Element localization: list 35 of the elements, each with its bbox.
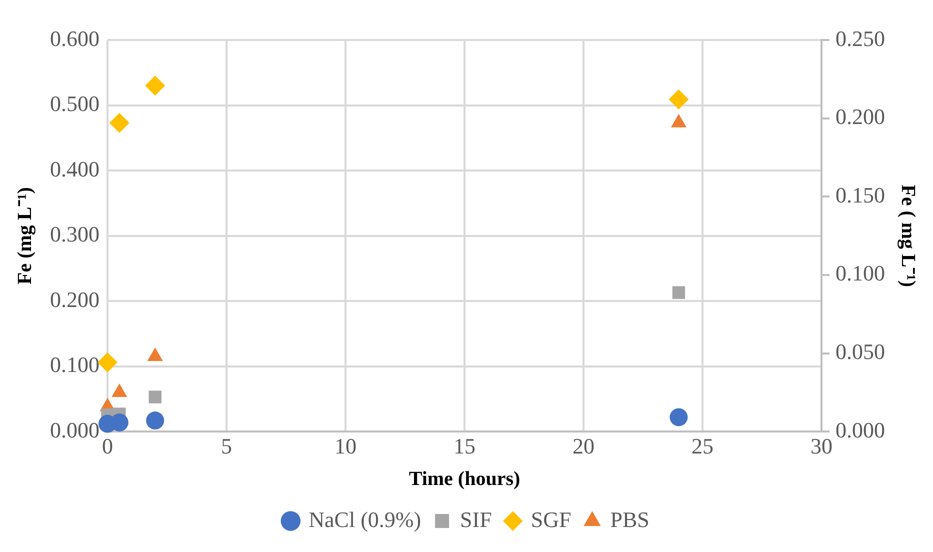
y-tick-label: 0.100 [50, 352, 100, 378]
x-axis-title: Time (hours) [408, 468, 520, 490]
point [668, 89, 689, 110]
x-tick-label: 0 [102, 434, 113, 459]
y2-tick-label: 0.250 [836, 26, 885, 51]
y2-tick-label: 0.050 [836, 339, 885, 364]
x-tick-label: 5 [221, 434, 232, 459]
x-tick-label: 10 [334, 434, 356, 459]
y2-tick-label: 0.150 [836, 182, 885, 208]
point [672, 286, 686, 299]
y-tick-label: 0.600 [50, 26, 100, 51]
y2-tick-label: 0.200 [836, 104, 885, 130]
y-tick-label: 0.300 [50, 222, 100, 247]
point [145, 76, 166, 96]
y-axis-title: Fe (mg L⁻¹) [14, 187, 36, 285]
point [146, 412, 164, 430]
point [148, 390, 162, 404]
x-tick-label: 25 [692, 434, 714, 459]
y-tick-label: 0.000 [50, 417, 100, 442]
x-tick-label: 20 [572, 434, 594, 459]
legend-label: SGF [530, 506, 572, 532]
y2-tick-label: 0.000 [836, 417, 885, 442]
y-tick-label: 0.500 [50, 91, 100, 116]
y-tick-label: 0.400 [50, 156, 100, 182]
point [109, 112, 130, 133]
legend-label: SIF [460, 506, 492, 532]
point [670, 408, 688, 426]
point [98, 352, 118, 372]
legend-label: NaCl (0.9%) [308, 506, 422, 532]
y2-tick-label: 0.100 [836, 260, 885, 286]
y-tick-label: 0.200 [50, 286, 100, 312]
x-tick-label: 30 [810, 434, 832, 459]
x-tick-label: 15 [454, 434, 476, 459]
legend-label: PBS [610, 506, 650, 532]
y2-axis-title: Fe ( mg L⁻¹) [896, 184, 919, 288]
